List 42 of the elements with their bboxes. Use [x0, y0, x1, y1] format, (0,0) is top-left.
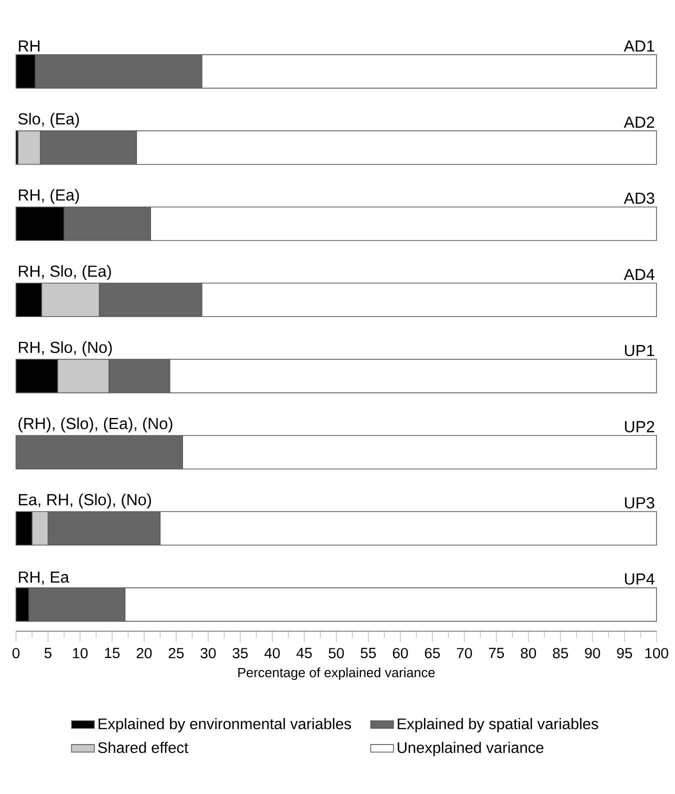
x-tick-label: 55: [360, 648, 376, 658]
annotation: RH, (Ea): [18, 188, 79, 204]
x-tick-label: 50: [328, 648, 344, 658]
y-tick-label: UP3: [624, 497, 654, 508]
annotation: RH: [18, 40, 40, 52]
annotation: RH, Slo, (Ea): [18, 265, 111, 280]
y-tick-label: UP2: [624, 421, 654, 432]
y-tick-label: UP1: [624, 345, 654, 356]
x-tick-label: 85: [552, 648, 568, 658]
annotation: RH, Ea: [18, 572, 70, 585]
annotation: Ea, RH, (Slo), (No): [18, 494, 151, 508]
legend-label: Explained by spatial variables: [398, 718, 598, 732]
y-tick-label: AD3: [624, 192, 654, 204]
x-tick-label: 15: [104, 648, 120, 658]
x-tick-label: 75: [488, 648, 504, 658]
x-tick-label: 0: [12, 648, 20, 658]
x-tick-label: 20: [136, 648, 152, 658]
x-tick-label: 65: [424, 648, 440, 658]
x-tick-label: 90: [584, 648, 600, 658]
x-tick-label: 60: [392, 648, 408, 658]
y-tick-label: AD2: [624, 116, 654, 128]
x-tick-label: 25: [168, 648, 184, 658]
legend-label: Unexplained variance: [398, 742, 544, 756]
annotation: RH, Slo, (No): [18, 341, 112, 356]
x-tick-label: 10: [72, 648, 88, 658]
annotation: Slo, (Ea): [18, 112, 79, 128]
x-tick-label: 70: [456, 648, 472, 658]
x-tick-label: 45: [296, 648, 312, 658]
x-tick-label: 35: [232, 648, 248, 658]
y-tick-label: AD1: [624, 40, 654, 52]
x-tick-label: 100: [645, 648, 668, 658]
x-tick-label: 95: [616, 648, 632, 658]
x-axis-title: Percentage of explained variance: [238, 667, 435, 680]
x-tick-label: 30: [200, 648, 216, 658]
legend-label: Explained by environmental variables: [98, 718, 351, 732]
x-tick-label: 5: [44, 648, 52, 658]
legend-label: Shared effect: [98, 742, 188, 754]
x-tick-label: 40: [264, 648, 280, 658]
x-tick-label: 80: [520, 648, 536, 658]
y-tick-label: AD4: [624, 269, 654, 280]
annotation: (RH), (Slo), (Ea), (No): [18, 417, 172, 432]
y-tick-label: UP4: [624, 574, 654, 585]
